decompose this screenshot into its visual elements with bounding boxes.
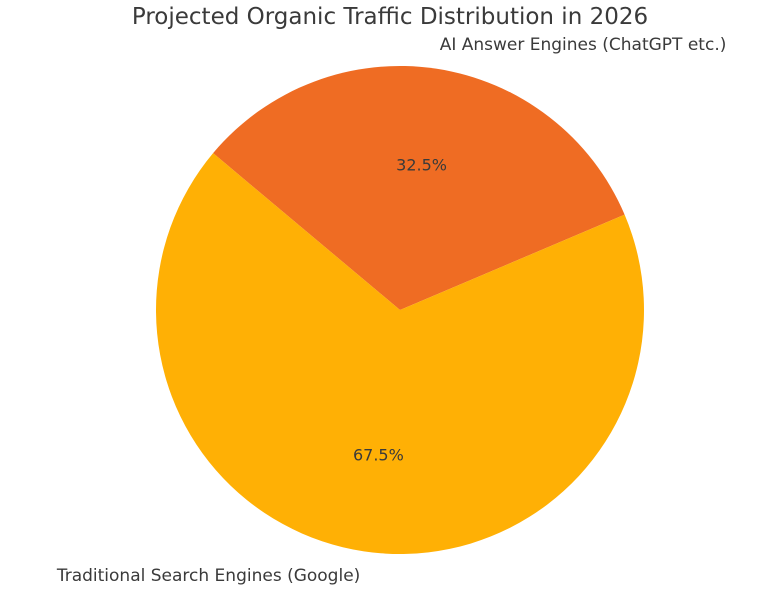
pie-slice-0	[213, 66, 625, 310]
pie-slice-1	[156, 153, 644, 555]
slice-percentage-ai-answer-engines: 32.5%	[396, 155, 448, 175]
chart-title: Projected Organic Traffic Distribution i…	[131, 4, 649, 30]
slice-label-traditional-search-engines: Traditional Search Engines (Google)	[56, 565, 361, 586]
slice-percentage-traditional-search-engines: 67.5%	[352, 445, 404, 465]
slice-label-ai-answer-engines: AI Answer Engines (ChatGPT etc.)	[439, 34, 727, 55]
